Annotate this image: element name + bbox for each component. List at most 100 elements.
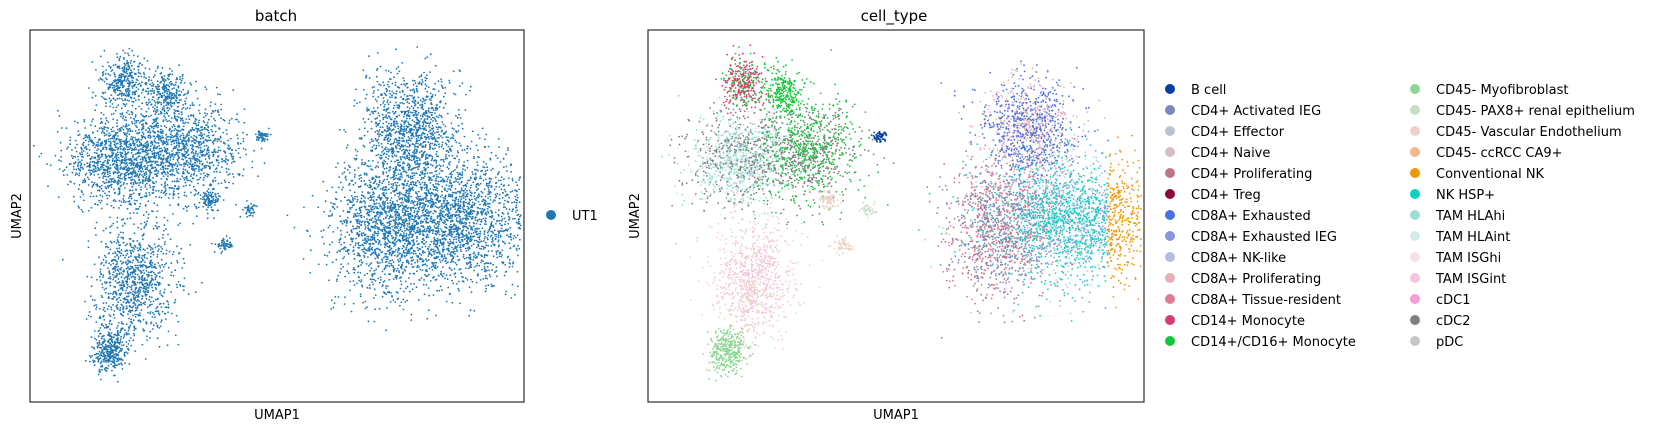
- scatter-point: [195, 135, 198, 138]
- scatter-point: [58, 159, 60, 162]
- scatter-point: [451, 154, 454, 157]
- scatter-point: [86, 176, 89, 179]
- scatter-point: [157, 310, 160, 313]
- scatter-point: [426, 118, 429, 120]
- scatter-point: [81, 166, 84, 169]
- scatter-point: [232, 176, 235, 178]
- scatter-point: [125, 261, 127, 263]
- scatter-point: [59, 141, 62, 144]
- scatter-point: [206, 148, 209, 151]
- scatter-point: [164, 164, 167, 167]
- scatter-point: [127, 348, 130, 350]
- scatter-point: [424, 121, 427, 124]
- scatter-point: [104, 168, 107, 171]
- scatter-point: [131, 261, 134, 264]
- scatter-point: [115, 263, 118, 266]
- scatter-point: [107, 127, 110, 129]
- scatter-point: [81, 153, 84, 156]
- scatter-point: [207, 155, 210, 158]
- scatter-point: [119, 148, 122, 151]
- scatter-point: [125, 134, 127, 137]
- scatter-point: [186, 133, 189, 135]
- scatter-point: [118, 59, 121, 62]
- scatter-point: [117, 153, 119, 156]
- scatter-point: [428, 122, 431, 125]
- scatter-point: [179, 94, 182, 97]
- scatter-point: [180, 90, 183, 93]
- scatter-point: [60, 149, 63, 152]
- scatter-point: [74, 174, 77, 176]
- scatter-point: [134, 153, 137, 156]
- scatter-point: [113, 199, 116, 201]
- scatter-point: [126, 77, 129, 80]
- scatter-point: [108, 262, 110, 265]
- scatter-point: [138, 155, 141, 158]
- scatter-point: [123, 68, 125, 71]
- scatter-point: [135, 81, 138, 84]
- scatter-point: [175, 144, 178, 147]
- scatter-point: [140, 222, 143, 225]
- scatter-point: [446, 178, 449, 181]
- scatter-point: [406, 101, 409, 104]
- scatter-point: [237, 137, 239, 140]
- scatter-point: [163, 90, 166, 92]
- scatter-point: [225, 155, 227, 158]
- scatter-point: [140, 257, 143, 259]
- scatter-point: [110, 184, 112, 186]
- scatter-point: [201, 167, 204, 170]
- scatter-point: [116, 167, 119, 170]
- scatter-point: [387, 107, 390, 109]
- scatter-point: [97, 330, 100, 333]
- scatter-point: [183, 191, 186, 194]
- scatter-point: [159, 138, 162, 140]
- scatter-point: [148, 184, 151, 187]
- scatter-point: [180, 134, 183, 137]
- scatter-point: [128, 278, 131, 280]
- scatter-point: [129, 157, 132, 160]
- scatter-point: [62, 170, 64, 173]
- scatter-point: [108, 170, 111, 173]
- scatter-point: [201, 155, 204, 157]
- scatter-point: [163, 112, 166, 115]
- scatter-point: [102, 113, 105, 116]
- scatter-point: [431, 113, 433, 116]
- scatter-point: [115, 85, 118, 88]
- scatter-point: [197, 127, 200, 130]
- scatter-point: [181, 108, 183, 110]
- scatter-point: [72, 195, 75, 198]
- scatter-point: [117, 324, 119, 327]
- scatter-point: [122, 115, 125, 117]
- scatter-point: [183, 177, 185, 179]
- scatter-point: [165, 192, 168, 195]
- scatter-point: [134, 115, 137, 118]
- scatter-point: [134, 130, 137, 132]
- scatter-point: [136, 291, 139, 294]
- scatter-point: [162, 229, 165, 232]
- scatter-point: [145, 83, 147, 86]
- scatter-point: [123, 177, 126, 180]
- scatter-point: [133, 97, 136, 99]
- scatter-point: [101, 368, 103, 371]
- scatter-point: [104, 354, 107, 357]
- scatter-point: [114, 286, 117, 289]
- scatter-point: [128, 65, 130, 68]
- scatter-point: [424, 102, 426, 105]
- scatter-point: [112, 81, 114, 84]
- scatter-point: [153, 243, 156, 246]
- scatter-point: [211, 134, 214, 137]
- scatter-point: [92, 131, 94, 134]
- scatter-point: [371, 169, 374, 171]
- scatter-point: [104, 310, 106, 313]
- scatter-point: [175, 132, 178, 135]
- scatter-point: [113, 137, 115, 140]
- scatter-point: [444, 102, 447, 105]
- scatter-point: [126, 217, 129, 220]
- scatter-point: [142, 133, 145, 135]
- scatter-point: [73, 182, 76, 185]
- scatter-point: [118, 127, 121, 130]
- scatter-point: [176, 245, 178, 248]
- scatter-point: [113, 374, 116, 377]
- scatter-point: [187, 139, 189, 142]
- scatter-point: [160, 319, 163, 322]
- scatter-point: [107, 138, 110, 141]
